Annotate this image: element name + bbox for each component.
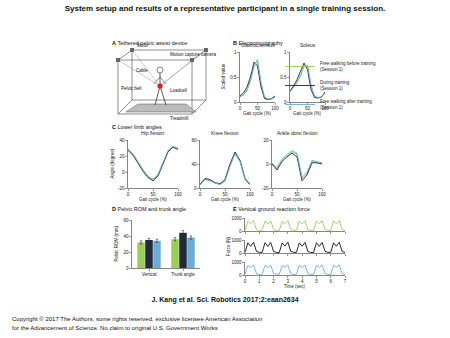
svg-text:During training(Session 1): During training(Session 1) [320, 80, 350, 91]
svg-text:50: 50 [294, 192, 300, 197]
svg-text:1: 1 [258, 279, 261, 284]
svg-text:0: 0 [234, 100, 237, 105]
svg-text:0: 0 [244, 279, 247, 284]
svg-text:2: 2 [272, 279, 275, 284]
svg-text:20: 20 [123, 250, 129, 255]
svg-text:3: 3 [287, 279, 290, 284]
svg-text:Motor: Motor [137, 43, 149, 48]
svg-text:Free walking after training(Se: Free walking after training(Session 1) [320, 99, 372, 110]
svg-text:40: 40 [191, 162, 197, 167]
svg-text:Angle (degree): Angle (degree) [110, 148, 115, 178]
svg-text:0: 0 [239, 106, 242, 111]
svg-text:1000: 1000 [231, 238, 242, 243]
svg-text:40: 40 [119, 138, 125, 143]
svg-text:100: 100 [271, 106, 279, 111]
svg-text:40: 40 [123, 234, 129, 239]
svg-text:60: 60 [123, 218, 129, 223]
svg-text:20: 20 [119, 154, 125, 159]
svg-text:Cable: Cable [136, 68, 148, 73]
svg-text:1: 1 [284, 50, 287, 55]
svg-text:Treadmill: Treadmill [170, 116, 188, 121]
svg-text:Pelvic ROM (mm): Pelvic ROM (mm) [114, 226, 119, 262]
svg-text:Gait cycle (%): Gait cycle (%) [211, 197, 240, 202]
svg-text:0: 0 [122, 170, 125, 175]
svg-text:6: 6 [329, 279, 332, 284]
svg-text:0: 0 [239, 251, 242, 256]
svg-text:0.5: 0.5 [280, 75, 287, 80]
svg-text:1000: 1000 [231, 260, 242, 265]
svg-text:0: 0 [194, 186, 197, 191]
svg-text:0.5: 0.5 [230, 75, 237, 80]
svg-text:0: 0 [127, 192, 130, 197]
svg-text:50: 50 [305, 106, 311, 111]
svg-text:5: 5 [315, 279, 318, 284]
svg-text:100: 100 [174, 192, 182, 197]
svg-text:0: 0 [199, 192, 202, 197]
svg-text:7: 7 [344, 279, 347, 284]
svg-text:0: 0 [284, 100, 287, 105]
svg-text:Loadcell: Loadcell [170, 88, 187, 93]
svg-text:Time (sec): Time (sec) [284, 284, 306, 289]
svg-text:1000: 1000 [231, 216, 242, 221]
svg-text:Force (N): Force (N) [226, 236, 231, 256]
svg-text:Motion capture camera: Motion capture camera [170, 52, 217, 57]
svg-text:Trunk angle: Trunk angle [171, 272, 195, 277]
svg-text:Vertical: Vertical [142, 272, 157, 277]
svg-text:Gait cycle (%): Gait cycle (%) [139, 197, 168, 202]
svg-text:50: 50 [150, 192, 156, 197]
svg-text:100: 100 [318, 192, 326, 197]
svg-text:Hip flexion: Hip flexion [141, 130, 165, 136]
svg-text:Gait cycle (%): Gait cycle (%) [243, 111, 272, 116]
svg-text:0: 0 [239, 273, 242, 278]
svg-text:-20: -20 [262, 186, 269, 191]
svg-text:Gastrocnemius: Gastrocnemius [241, 42, 275, 48]
svg-text:50: 50 [255, 106, 261, 111]
svg-text:Knee flexion: Knee flexion [211, 130, 239, 136]
svg-text:0: 0 [289, 106, 292, 111]
svg-text:Scaled value: Scaled value [221, 63, 226, 89]
svg-text:1: 1 [234, 50, 237, 55]
svg-text:100: 100 [246, 192, 254, 197]
svg-text:Gait cycle (%): Gait cycle (%) [293, 111, 322, 116]
svg-text:Pelvic belt: Pelvic belt [121, 86, 142, 91]
svg-text:0: 0 [271, 192, 274, 197]
svg-text:-20: -20 [118, 186, 125, 191]
svg-text:80: 80 [191, 138, 197, 143]
svg-text:Gait cycle (%): Gait cycle (%) [283, 197, 312, 202]
svg-text:50: 50 [222, 192, 228, 197]
svg-text:0: 0 [239, 229, 242, 234]
svg-text:0: 0 [266, 162, 269, 167]
svg-text:Free walking before training(S: Free walking before training(Session 1) [320, 61, 376, 72]
svg-text:4: 4 [301, 279, 304, 284]
svg-text:20: 20 [263, 138, 269, 143]
svg-text:Ankle dorsi flexion: Ankle dorsi flexion [277, 130, 318, 136]
svg-text:Soleus: Soleus [300, 42, 316, 48]
svg-text:0: 0 [126, 266, 129, 271]
